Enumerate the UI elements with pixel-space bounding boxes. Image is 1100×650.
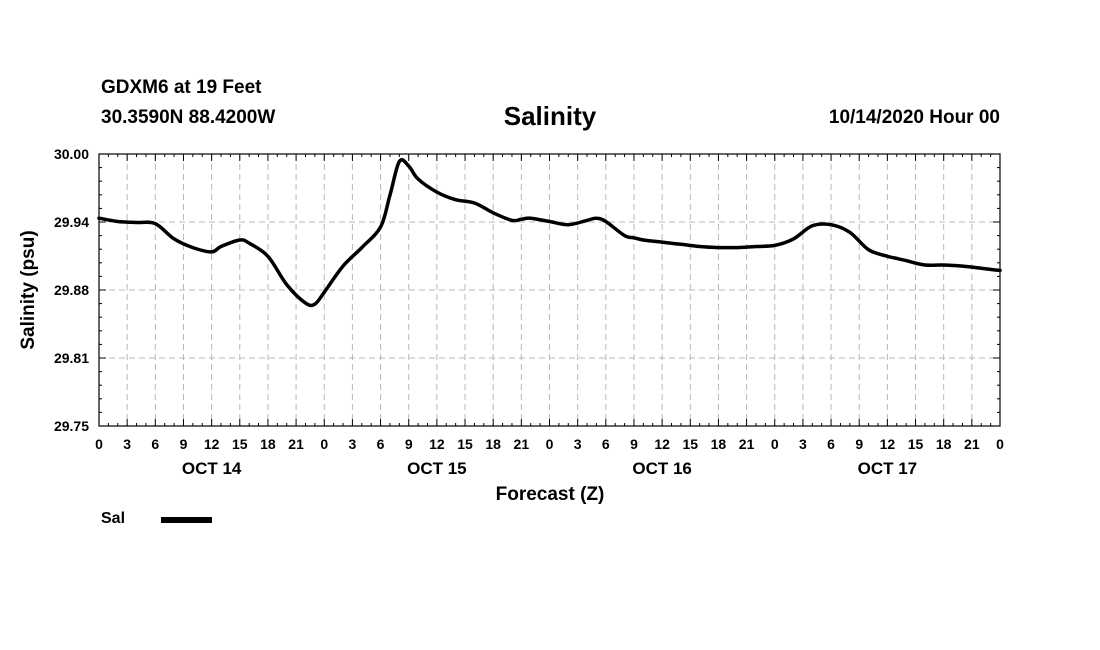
series-group [97,158,1002,308]
x-tick-label: 12 [429,436,445,452]
run-time: 10/14/2020 Hour 00 [828,107,1000,128]
x-tick-label: 0 [771,436,779,452]
y-tick-label: 30.00 [54,146,89,162]
legend-swatch [161,517,212,523]
x-tick-label: 3 [349,436,357,452]
x-tick-label: 3 [799,436,807,452]
x-tick-label: 15 [457,436,473,452]
x-tick-label: 18 [485,436,501,452]
x-tick-label: 21 [514,436,530,452]
plot-frame [98,153,1001,427]
tick-labels: 0 3 6 9 12 15 18 21 0 3 6 9 12 15 18 21 0 3 6 9 12 15 18 21 0 3 6 9… [54,146,1004,478]
series-line-sal [97,158,1002,308]
day-label: OCT 14 [182,459,242,478]
x-tick-label: 3 [123,436,131,452]
x-tick-label: 9 [855,436,863,452]
x-tick-label: 18 [260,436,276,452]
legend-label: Sal [101,510,126,527]
day-label: OCT 17 [858,459,918,478]
x-tick-label: 21 [739,436,755,452]
y-tick-label: 29.75 [54,418,89,434]
x-tick-label: 9 [630,436,638,452]
station-coords: 30.3590N 88.4200W [101,107,276,128]
x-tick-label: 21 [964,436,980,452]
x-tick-label: 21 [288,436,304,452]
x-tick-label: 0 [320,436,328,452]
x-tick-label: 12 [654,436,670,452]
x-tick-label: 6 [827,436,835,452]
x-tick-label: 3 [574,436,582,452]
x-tick-label: 0 [546,436,554,452]
x-tick-label: 15 [232,436,248,452]
x-tick-label: 0 [95,436,103,452]
day-label: OCT 16 [632,459,692,478]
x-tick-label: 18 [936,436,952,452]
y-tick-label: 29.94 [54,214,89,230]
x-axis-label: Forecast (Z) [496,484,605,505]
x-tick-label: 6 [377,436,385,452]
y-axis-label: Salinity (psu) [18,230,39,349]
x-tick-label: 6 [151,436,159,452]
x-tick-label: 15 [908,436,924,452]
x-tick-label: 9 [180,436,188,452]
x-tick-label: 15 [682,436,698,452]
x-tick-label: 9 [405,436,413,452]
x-tick-label: 12 [880,436,896,452]
y-tick-label: 29.88 [54,282,89,298]
chart-title: Salinity [503,101,597,131]
x-tick-label: 6 [602,436,610,452]
major-ticks [98,153,1001,427]
day-label: OCT 15 [407,459,467,478]
grid-lines [99,154,1000,426]
x-tick-label: 18 [711,436,727,452]
station-label: GDXM6 at 19 Feet [101,77,262,98]
y-tick-label: 29.81 [54,350,89,366]
x-tick-label: 12 [204,436,220,452]
x-tick-label: 0 [996,436,1004,452]
